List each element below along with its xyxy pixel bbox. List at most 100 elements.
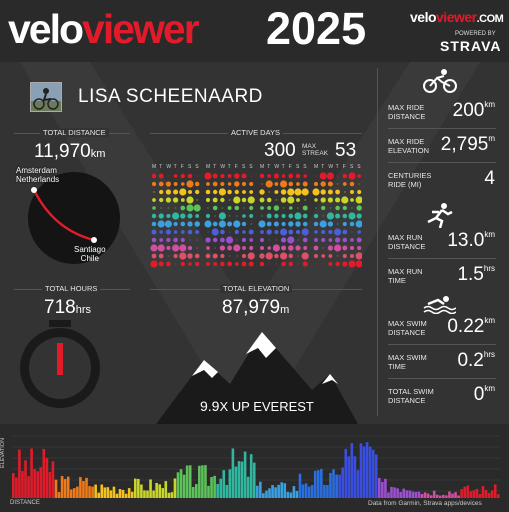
activity-day-dot [301,188,309,196]
elevation-bar [48,471,52,498]
activity-day-dot [248,261,254,267]
stat-number: 13.0 [447,230,485,251]
elevation-bar [259,481,262,498]
activity-day-dot [212,253,218,259]
weekday-tick: M [314,164,318,170]
activity-day-dot [296,182,300,186]
elevation-bar [289,492,293,498]
strava-logo: STRAVA [440,38,502,54]
elevation-bar [252,462,256,498]
route-globe [28,172,120,264]
activity-day-dot [335,189,340,195]
activity-day-dot [335,213,341,219]
elevation-bar [15,477,18,498]
elevation-bar [249,454,253,498]
activity-day-dot [207,207,209,209]
activity-day-dot [158,261,164,267]
weekday-tick: T [213,164,216,170]
activity-day-dot [160,207,163,209]
activity-day-dot [180,230,185,234]
activity-day-dot [249,245,254,251]
elevation-bar [390,486,393,498]
max-streak-value: 53 [335,140,357,161]
activity-day-dot [343,191,346,193]
activity-day-dot [265,180,273,188]
activity-day-dot [227,206,232,210]
activity-day-dot [212,189,218,195]
activity-day-dot [205,213,211,219]
elevation-bar [60,476,64,498]
activity-day-dot [196,247,199,249]
activity-day-dot [273,173,279,179]
activity-day-dot [356,213,362,219]
activity-day-dot [212,205,218,211]
activity-day-dot [267,246,271,250]
elevation-bar [179,469,183,498]
activity-day-dot [341,196,349,204]
elevation-bar [487,492,491,498]
activity-day-dot [187,173,193,179]
activity-day-dot [165,189,171,195]
activity-day-dot [302,181,308,187]
activity-day-dot [220,229,225,235]
activity-day-dot [313,253,319,259]
activity-day-dot [259,197,265,203]
weekday-tick: F [289,164,292,170]
activity-day-dot [313,245,319,251]
activity-day-dot [275,263,278,265]
activity-day-dot [250,175,253,177]
stat-label: MAX RUN DISTANCE [388,233,426,251]
elevation-bar [124,493,128,498]
activity-day-dot [167,255,170,257]
activity-day-dot [180,237,185,243]
activity-day-dot [187,189,193,195]
total-hours-number: 718 [44,297,76,318]
activity-day-dot [288,229,294,235]
activity-day-dot [349,253,355,259]
elevation-bar [286,491,290,498]
activity-day-dot [212,221,218,227]
elevation-bar [130,491,134,498]
elevation-bar [94,484,97,498]
activity-day-dot [342,182,347,186]
activity-day-dot [313,221,319,227]
stat-number: 0 [473,384,485,405]
activity-day-dot [166,261,171,267]
elevation-bar [490,490,494,498]
stopwatch-icon [20,320,100,408]
elevation-bar [228,469,232,498]
activity-day-dot [226,236,234,244]
activity-day-dot [165,229,171,235]
activity-day-dot [266,213,272,219]
weekday-tick: S [303,164,307,170]
elevation-bar [393,487,396,498]
activity-day-dot [274,230,279,234]
activity-day-dot [295,173,301,179]
activity-day-dot [322,215,325,217]
stat-label: MAX RUN TIME [388,267,423,285]
weekday-tick: W [328,164,333,170]
swim-icon [423,296,456,314]
activity-day-dot [295,229,301,235]
elevation-bar [439,495,442,498]
bike-icon [423,69,457,93]
activity-day-dot [335,205,340,211]
activity-day-dot [233,244,241,252]
activity-day-dot [274,253,279,259]
activity-day-dot [342,237,348,243]
activity-day-dot [281,261,286,267]
activity-day-dot [204,220,212,228]
activity-day-dot [186,196,194,204]
activity-day-dot [288,221,294,227]
activity-day-dot [328,254,333,258]
activity-day-dot [158,253,164,259]
activity-day-dot [280,189,287,195]
activity-day-dot [249,238,254,242]
activity-day-dot [334,228,342,236]
avatar[interactable] [30,82,62,112]
activity-day-dot [320,181,326,187]
activity-day-dot [302,205,308,211]
activity-day-dot [334,244,342,252]
activity-day-dot [194,253,200,259]
activity-day-dot [280,252,288,260]
